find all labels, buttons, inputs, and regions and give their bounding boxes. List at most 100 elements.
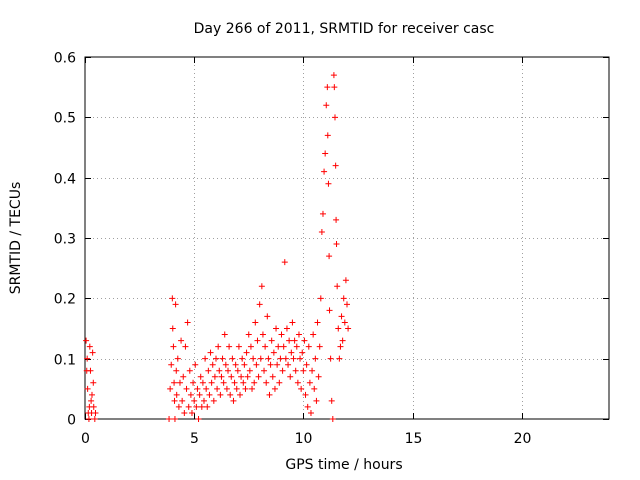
data-point [202,355,209,362]
y-tick-label: 0.5 [54,111,76,127]
data-point [85,416,92,422]
data-point [291,337,298,344]
grid [85,57,609,419]
chart-title: Day 266 of 2011, SRMTID for receiver cas… [194,21,495,37]
data-point [280,343,287,350]
data-point [171,416,178,422]
data-point [326,307,333,314]
data-point [231,379,238,386]
data-point [219,355,226,362]
x-tick-label: 10 [295,431,313,447]
data-point [249,385,256,392]
data-point [276,379,283,386]
data-point [305,343,312,350]
data-point [328,397,335,404]
data-point [244,373,251,380]
data-point [191,397,198,404]
data-point [183,385,190,392]
data-point [242,385,249,392]
data-point [271,385,278,392]
data-point [216,367,223,374]
data-point [182,343,189,350]
data-point [258,283,265,290]
data-point [90,379,97,386]
y-tick-label: 0.2 [54,292,76,308]
data-point [330,72,337,79]
data-point [341,319,348,326]
data-point [234,367,241,374]
data-point [290,355,297,362]
data-point [243,349,250,356]
data-point [317,295,324,302]
data-point [273,325,280,332]
data-point [240,379,247,386]
y-tick-label: 0.6 [54,51,76,67]
data-point [207,349,214,356]
data-point [188,409,195,416]
x-tick-label: 20 [514,431,532,447]
data-point [309,367,316,374]
data-point [274,361,281,368]
data-point [218,373,225,380]
data-point [259,331,266,338]
data-point [340,295,347,302]
data-point [90,403,97,410]
data-point [256,301,263,308]
data-point [176,379,183,386]
data-point [84,385,91,392]
data-point [178,337,185,344]
data-point [238,373,245,380]
data-point [179,397,186,404]
data-point [302,391,309,398]
data-point [166,416,173,422]
data-point [263,379,270,386]
data-point [252,319,259,326]
y-tick-label: 0.1 [54,353,76,369]
data-point [299,349,306,356]
y-tick-label: 0.4 [54,172,76,188]
data-point [336,355,343,362]
data-point [91,416,98,422]
data-point [174,355,181,362]
data-point [316,343,323,350]
data-point [304,403,311,410]
data-point [257,355,264,362]
data-point [88,397,95,404]
x-tick-label: 0 [81,431,90,447]
data-point [338,313,345,320]
data-point [319,210,326,217]
data-point [339,337,346,344]
data-point [322,150,329,157]
data-point [306,379,313,386]
data-point [230,397,237,404]
data-point [246,367,253,374]
data-point [226,343,233,350]
data-point [265,355,272,362]
data-point [345,325,352,332]
data-point [288,349,295,356]
data-point [199,379,206,386]
data-points [83,72,352,422]
data-point [337,343,344,350]
data-point [184,319,191,326]
data-point [181,409,188,416]
data-point [208,379,215,386]
data-point [173,367,180,374]
data-point [200,397,207,404]
data-point [92,409,99,416]
data-point [206,391,213,398]
data-point [275,343,282,350]
data-point [321,168,328,175]
x-tick-label: 5 [190,431,199,447]
data-point [245,331,252,338]
data-point [204,403,211,410]
data-point [215,343,222,350]
data-point [203,385,210,392]
data-point [247,343,254,350]
data-point [281,259,288,266]
data-point [314,319,321,326]
data-point [229,355,236,362]
data-point [327,355,334,362]
data-point [270,349,277,356]
